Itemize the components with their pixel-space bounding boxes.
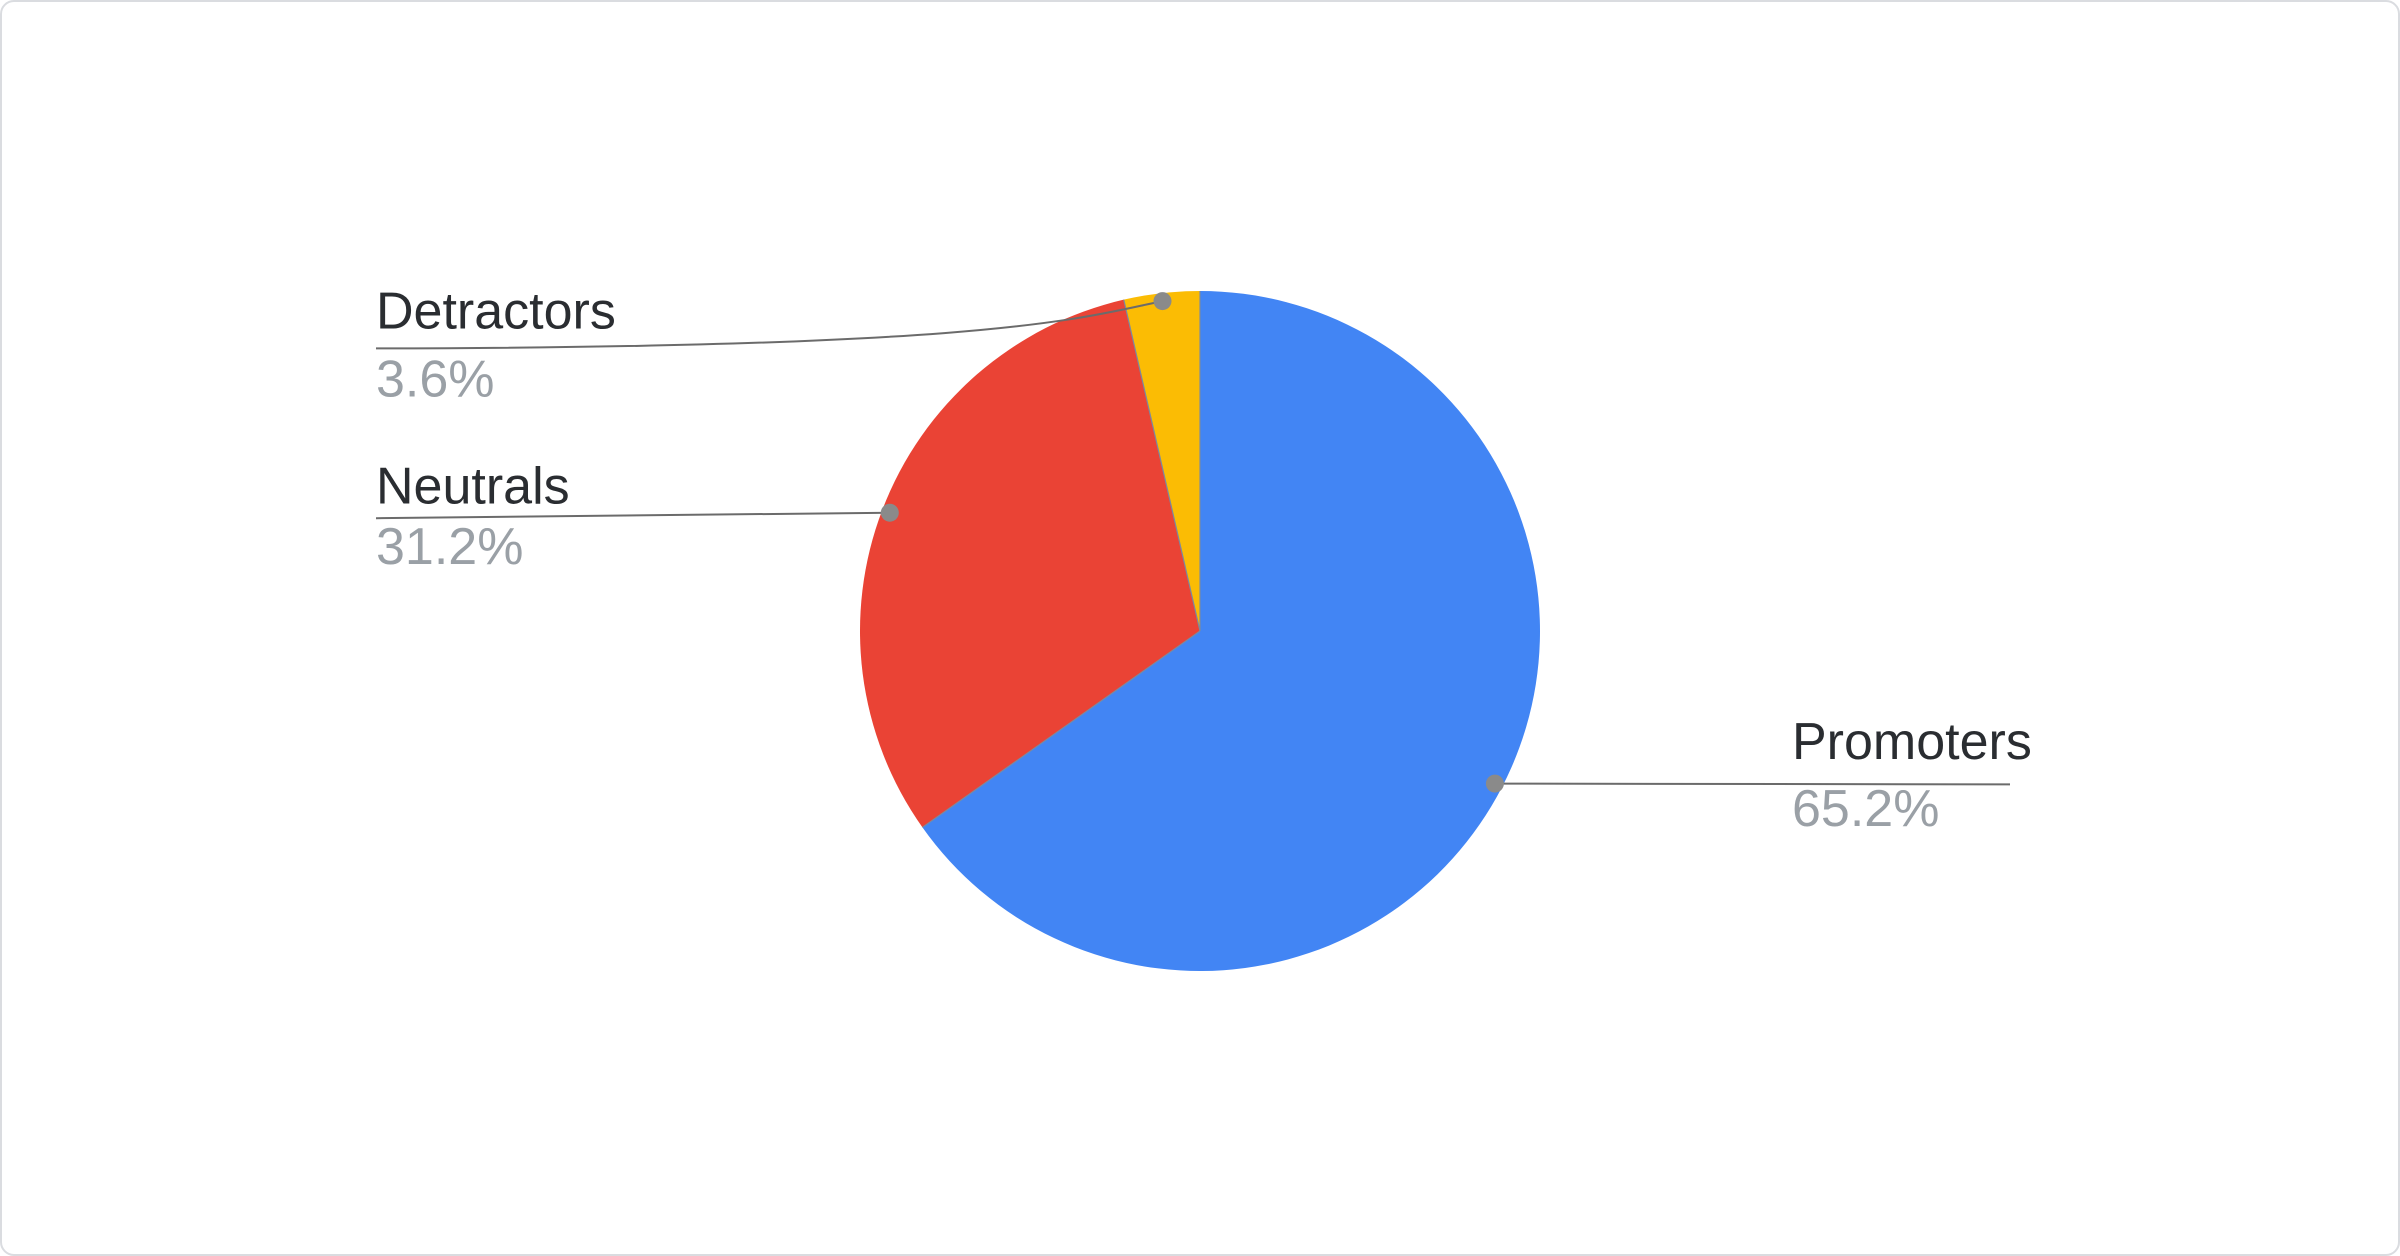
svg-text:3.6%: 3.6%	[376, 350, 495, 408]
svg-text:Promoters: Promoters	[1792, 713, 2032, 771]
svg-text:Neutrals: Neutrals	[376, 457, 570, 515]
svg-text:Detractors: Detractors	[376, 283, 616, 341]
svg-text:65.2%: 65.2%	[1792, 780, 1939, 838]
svg-text:31.2%: 31.2%	[376, 518, 523, 576]
